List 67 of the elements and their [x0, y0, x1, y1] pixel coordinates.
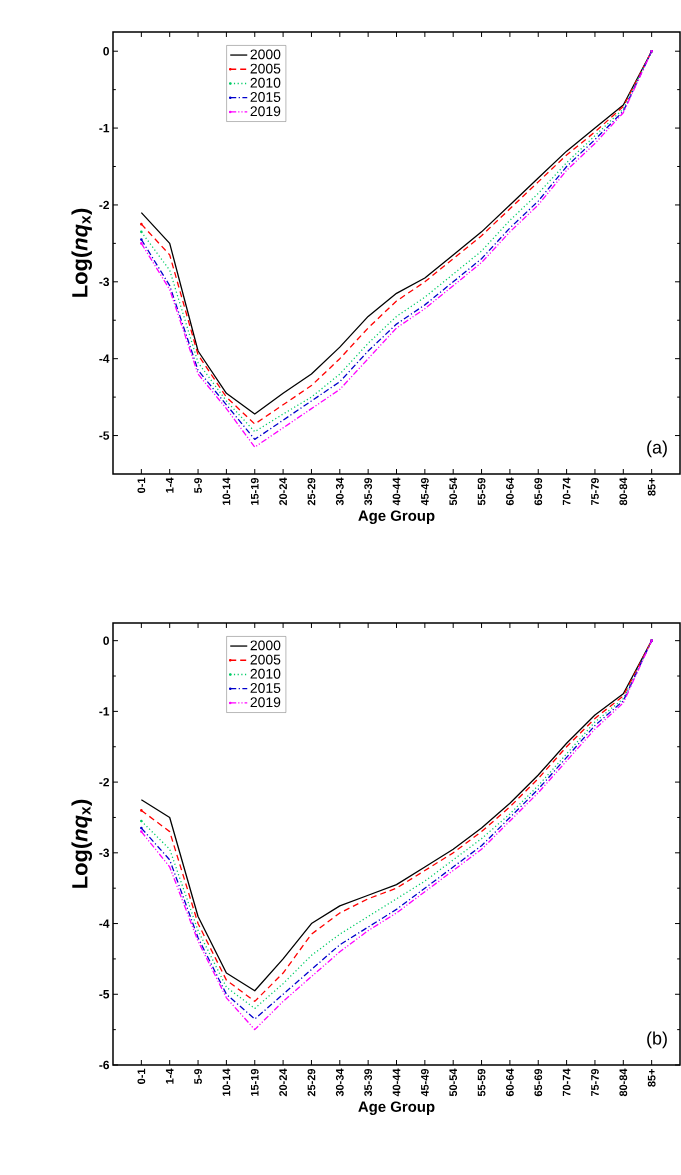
x-tick-label: 40-44 — [392, 477, 401, 506]
y-tick-label: -5 — [99, 990, 110, 999]
x-tick-label: 55-59 — [477, 1068, 486, 1097]
y-tick-label: -1 — [99, 707, 110, 716]
y-tick-label: -6 — [99, 1060, 110, 1070]
x-tick-label: 15-19 — [250, 1068, 259, 1096]
x-tick-label: 45-49 — [420, 1068, 429, 1097]
y-tick-label: -1 — [99, 123, 110, 133]
x-tick-label: 40-44 — [392, 1068, 401, 1097]
y-tick-label: -2 — [99, 200, 109, 210]
x-tick-label: 75-79 — [591, 1068, 599, 1097]
x-tick-label: 0-1 — [137, 477, 146, 493]
y-tick-label: -3 — [99, 848, 110, 858]
x-tick-label: 30-34 — [335, 477, 344, 506]
x-tick-label: 35-39 — [364, 1068, 373, 1097]
x-tick-label: 25-29 — [307, 477, 316, 506]
x-tick-label: 1-4 — [165, 477, 174, 493]
x-tick-label: 10-14 — [222, 477, 231, 505]
x-tick-label: 5-9 — [194, 1068, 202, 1085]
y-tick-label: -3 — [99, 277, 110, 287]
x-tick-label: 30-34 — [335, 1068, 344, 1097]
x-tick-label: 50-54 — [449, 477, 458, 506]
annotation: (a) — [647, 440, 667, 458]
x-tick-label: 60-64 — [506, 1068, 514, 1097]
x-tick-label: 85+ — [647, 477, 656, 496]
y-tick-label: 0 — [103, 46, 109, 56]
x-tick-label: 50-54 — [449, 1068, 458, 1097]
x-tick-label: 35-39 — [364, 477, 373, 506]
y-axis-title: Log(nq$_{x}$) — [71, 799, 93, 888]
legend-label: 2005 — [250, 654, 281, 665]
legend-label: 2015 — [250, 683, 281, 693]
x-tick-label: 25-29 — [307, 1068, 316, 1097]
legend-label: 2019 — [250, 106, 281, 117]
y-tick-label: -4 — [99, 354, 110, 363]
x-tick-label: 70-74 — [562, 477, 571, 506]
legend-label: 2005 — [250, 63, 281, 74]
x-tick-label: 65-69 — [534, 477, 543, 506]
x-tick-label: 80-84 — [619, 477, 628, 506]
y-axis-title: Log(nq$_{x}$) — [71, 208, 93, 297]
legend-label: 2000 — [250, 640, 281, 651]
annotation: (b) — [647, 1031, 667, 1049]
x-tick-label: 85+ — [647, 1068, 656, 1087]
legend-label: 2019 — [250, 697, 281, 708]
x-tick-label: 15-19 — [250, 477, 259, 505]
x-tick-label: 5-9 — [194, 477, 202, 493]
x-tick-label: 0-1 — [137, 1068, 146, 1084]
x-tick-label: 65-69 — [534, 1068, 543, 1097]
x-tick-label: 10-14 — [222, 1068, 231, 1096]
legend-label: 2015 — [250, 92, 281, 102]
y-tick-label: 0 — [103, 636, 109, 645]
legend-label: 2010 — [250, 77, 281, 88]
x-tick-label: 55-59 — [477, 477, 486, 506]
x-tick-label: 80-84 — [619, 1068, 628, 1097]
x-tick-label: 45-49 — [420, 477, 429, 506]
legend-label: 2010 — [250, 668, 281, 679]
x-tick-label: 75-79 — [591, 477, 599, 506]
x-axis-title: Age Group — [358, 1101, 435, 1115]
x-tick-label: 1-4 — [165, 1068, 174, 1084]
y-tick-label: -4 — [99, 919, 110, 928]
legend-label: 2000 — [250, 49, 281, 60]
x-axis-title: Age Group — [358, 510, 435, 524]
y-tick-label: -5 — [99, 431, 110, 440]
x-tick-label: 60-64 — [506, 477, 514, 506]
x-tick-label: 20-24 — [279, 1068, 287, 1097]
x-tick-label: 70-74 — [562, 1068, 571, 1097]
x-tick-label: 20-24 — [279, 477, 287, 506]
y-tick-label: -2 — [99, 777, 109, 787]
